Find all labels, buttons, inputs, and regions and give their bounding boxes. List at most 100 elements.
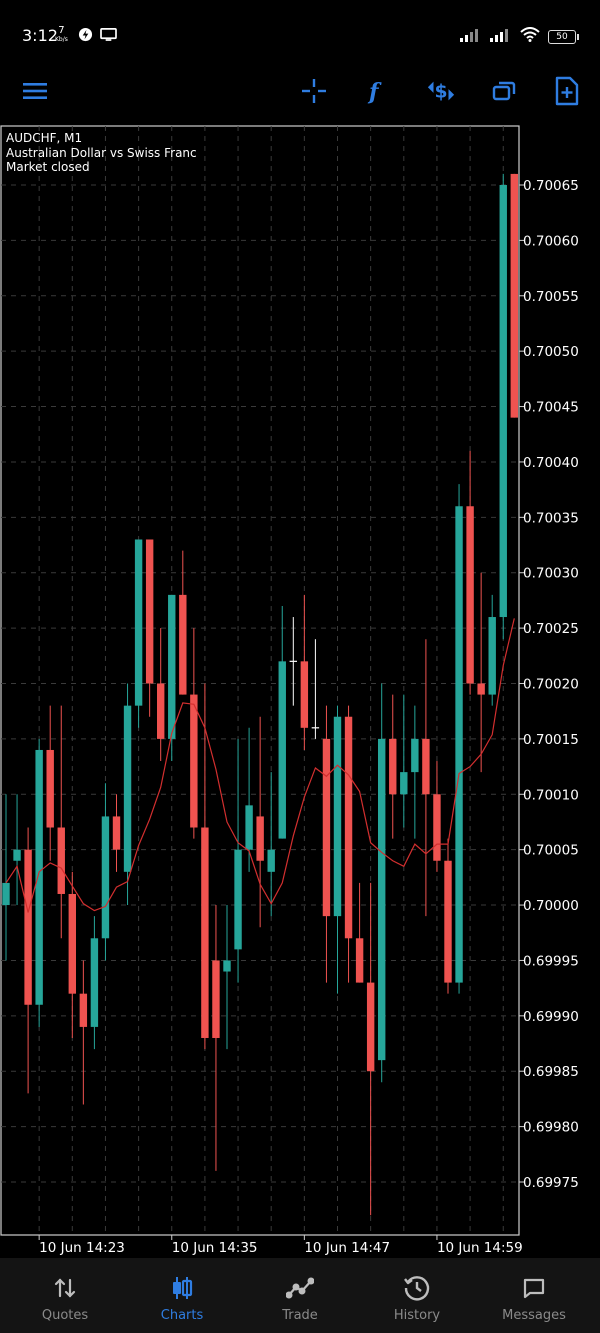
chart-toolbar: f $ xyxy=(0,70,600,112)
candle-body xyxy=(466,506,474,684)
candle-body xyxy=(366,982,375,1072)
y-tick-label: 0.69995 xyxy=(523,953,579,969)
candle-body xyxy=(444,860,452,983)
signal-icon xyxy=(460,27,482,46)
y-tick-label: 0.70050 xyxy=(523,344,579,360)
price-chart[interactable]: 0.70065 0.70060 0.70055 0.70050 0.70045 0.700… xyxy=(0,125,600,1260)
candle-body xyxy=(145,539,154,684)
candle-body xyxy=(13,849,21,861)
nav-history[interactable]: History xyxy=(357,1258,477,1333)
new-order-icon[interactable] xyxy=(552,76,582,106)
candle-body xyxy=(24,849,32,1005)
chart-plot-area xyxy=(0,125,520,1236)
currency-exchange-icon[interactable]: $ xyxy=(426,76,456,106)
x-tick-label: 10 Jun 14:47 xyxy=(304,1240,390,1256)
svg-text:$: $ xyxy=(434,82,447,103)
charts-icon xyxy=(122,1274,242,1302)
status-icons: 50 xyxy=(460,27,579,46)
menu-icon[interactable] xyxy=(20,76,50,106)
candle-body xyxy=(212,960,220,1038)
screen-cast-icon xyxy=(100,27,117,46)
candle-body xyxy=(68,893,76,994)
candle-body xyxy=(234,849,242,950)
candle-body xyxy=(190,694,198,828)
candle-body xyxy=(378,738,386,1061)
x-tick-label: 10 Jun 14:23 xyxy=(39,1240,125,1256)
y-tick-label: 0.69990 xyxy=(523,1009,579,1025)
y-tick-label: 0.70020 xyxy=(523,677,579,693)
candle-body xyxy=(422,738,430,795)
chart-description: Australian Dollar vs Swiss Franc xyxy=(6,145,197,160)
candle-body xyxy=(477,683,485,695)
candle-body xyxy=(134,539,143,706)
nav-charts[interactable]: Charts xyxy=(122,1258,242,1333)
status-time: 3:12 xyxy=(22,26,58,45)
status-bar: 3:12 7 Kb/s 50 xyxy=(0,0,600,70)
svg-text:f: f xyxy=(367,79,382,104)
candle-body xyxy=(433,794,441,861)
nav-label: Charts xyxy=(160,1308,204,1323)
y-tick-label: 0.70000 xyxy=(523,898,579,914)
chart-info: AUDCHF, M1 Australian Dollar vs Swiss Fr… xyxy=(6,131,197,175)
y-tick-label: 0.70045 xyxy=(523,400,579,416)
nav-quotes[interactable]: Quotes xyxy=(5,1258,125,1333)
quotes-icon xyxy=(5,1274,125,1302)
crosshair-icon[interactable] xyxy=(299,76,329,106)
candle-body xyxy=(223,960,231,972)
candle-body xyxy=(333,716,342,917)
candle-body xyxy=(344,716,353,939)
candlestick-chart[interactable]: 0.70065 0.70060 0.70055 0.70050 0.70045 0.700… xyxy=(0,125,600,1260)
nav-messages[interactable]: Messages xyxy=(474,1258,594,1333)
market-status: Market closed xyxy=(6,160,90,174)
candle-body xyxy=(46,749,54,828)
y-tick-label: 0.70015 xyxy=(523,732,579,748)
candle-body xyxy=(510,173,518,418)
y-tick-label: 0.70065 xyxy=(523,178,579,194)
candle-body xyxy=(499,185,507,618)
candle-body xyxy=(245,805,253,850)
windows-icon[interactable] xyxy=(489,76,519,106)
y-tick-label: 0.70005 xyxy=(523,843,579,859)
y-tick-label: 0.69985 xyxy=(523,1064,579,1080)
data-saver-icon xyxy=(78,27,93,46)
candle-body xyxy=(256,816,264,861)
nav-label: History xyxy=(393,1308,441,1323)
y-tick-label: 0.70025 xyxy=(523,621,579,637)
chart-symbol: AUDCHF, M1 xyxy=(6,131,83,145)
candle-body xyxy=(267,849,275,872)
y-tick-label: 0.69975 xyxy=(523,1175,579,1191)
candle-body xyxy=(488,617,496,695)
candle-body xyxy=(101,816,110,939)
network-speed-value: 7 xyxy=(58,25,65,36)
candle-body xyxy=(57,827,65,894)
candle-body xyxy=(201,827,209,1038)
candle-body xyxy=(179,594,187,695)
candle-body xyxy=(2,882,10,906)
candle-body xyxy=(90,938,99,1027)
nav-trade[interactable]: Trade xyxy=(240,1258,360,1333)
network-speed-unit: Kb/s xyxy=(55,36,68,43)
candle-body xyxy=(168,594,176,739)
nav-label: Quotes xyxy=(41,1308,89,1323)
candle-body xyxy=(278,661,286,839)
indicators-icon[interactable]: f xyxy=(362,76,392,106)
candle-body xyxy=(35,749,43,1005)
y-tick-label: 0.70055 xyxy=(523,289,579,305)
x-tick-label: 10 Jun 14:35 xyxy=(172,1240,258,1256)
candle-body xyxy=(300,661,309,728)
y-tick-label: 0.70060 xyxy=(523,233,579,249)
network-speed: 7 Kb/s xyxy=(55,26,68,44)
y-tick-label: 0.70030 xyxy=(523,566,579,582)
battery-icon: 50 xyxy=(548,29,579,44)
y-tick-label: 0.70035 xyxy=(523,510,579,526)
candle-body xyxy=(123,705,132,872)
candle-body xyxy=(411,738,419,773)
history-icon xyxy=(357,1274,477,1302)
candle-body xyxy=(322,738,331,917)
bottom-navigation: Quotes Charts Trade History Messages xyxy=(0,1258,600,1333)
candle-body xyxy=(389,738,397,795)
candle-body xyxy=(355,938,364,983)
nav-label: Trade xyxy=(282,1308,318,1323)
candle-body xyxy=(112,816,121,850)
candle-body xyxy=(455,506,463,983)
